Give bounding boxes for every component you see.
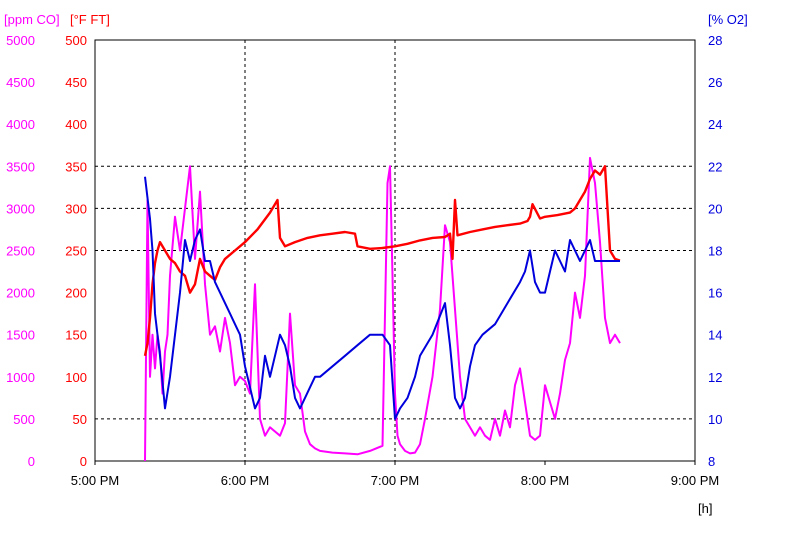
- co-tick-label: 500: [13, 412, 35, 427]
- ft-tick-label: 150: [65, 328, 87, 343]
- axis-ticks: 5000450040003500300025002000150010005000…: [6, 33, 722, 488]
- ft-tick-label: 450: [65, 75, 87, 90]
- ft-tick-label: 400: [65, 117, 87, 132]
- ft-series-line: [143, 165, 621, 357]
- o2-axis-label: [% O2]: [708, 12, 748, 27]
- o2-tick-label: 18: [708, 244, 722, 259]
- ft-tick-label: 300: [65, 201, 87, 216]
- o2-tick-label: 12: [708, 370, 722, 385]
- x-tick-label: 8:00 PM: [521, 473, 569, 488]
- o2-tick-label: 26: [708, 75, 722, 90]
- co-axis-label: [ppm CO]: [4, 12, 60, 27]
- ft-tick-label: 350: [65, 159, 87, 174]
- ft-tick-label: 0: [80, 454, 87, 469]
- o2-tick-label: 16: [708, 286, 722, 301]
- co-tick-label: 2000: [6, 286, 35, 301]
- ft-tick-label: 50: [73, 412, 87, 427]
- co-tick-label: 5000: [6, 33, 35, 48]
- o2-tick-label: 10: [708, 412, 722, 427]
- co-series-line: [144, 156, 621, 462]
- ft-tick-label: 200: [65, 286, 87, 301]
- o2-tick-label: 8: [708, 454, 715, 469]
- ft-tick-label: 250: [65, 244, 87, 259]
- x-tick-label: 5:00 PM: [71, 473, 119, 488]
- o2-tick-label: 24: [708, 117, 722, 132]
- series: [143, 156, 621, 462]
- co-tick-label: 1000: [6, 370, 35, 385]
- co-tick-label: 3000: [6, 201, 35, 216]
- x-tick-label: 7:00 PM: [371, 473, 419, 488]
- o2-tick-label: 20: [708, 201, 722, 216]
- x-unit-label: [h]: [698, 501, 712, 516]
- x-tick-label: 9:00 PM: [671, 473, 719, 488]
- o2-series-line: [144, 176, 620, 420]
- co-tick-label: 4000: [6, 117, 35, 132]
- co-tick-label: 3500: [6, 159, 35, 174]
- co-tick-label: 0: [28, 454, 35, 469]
- ft-tick-label: 100: [65, 370, 87, 385]
- x-tick-label: 6:00 PM: [221, 473, 269, 488]
- ft-axis-label: [°F FT]: [70, 12, 110, 27]
- o2-tick-label: 22: [708, 159, 722, 174]
- o2-tick-label: 28: [708, 33, 722, 48]
- co-tick-label: 1500: [6, 328, 35, 343]
- o2-tick-label: 14: [708, 328, 722, 343]
- co-tick-label: 2500: [6, 244, 35, 259]
- ft-tick-label: 500: [65, 33, 87, 48]
- co-tick-label: 4500: [6, 75, 35, 90]
